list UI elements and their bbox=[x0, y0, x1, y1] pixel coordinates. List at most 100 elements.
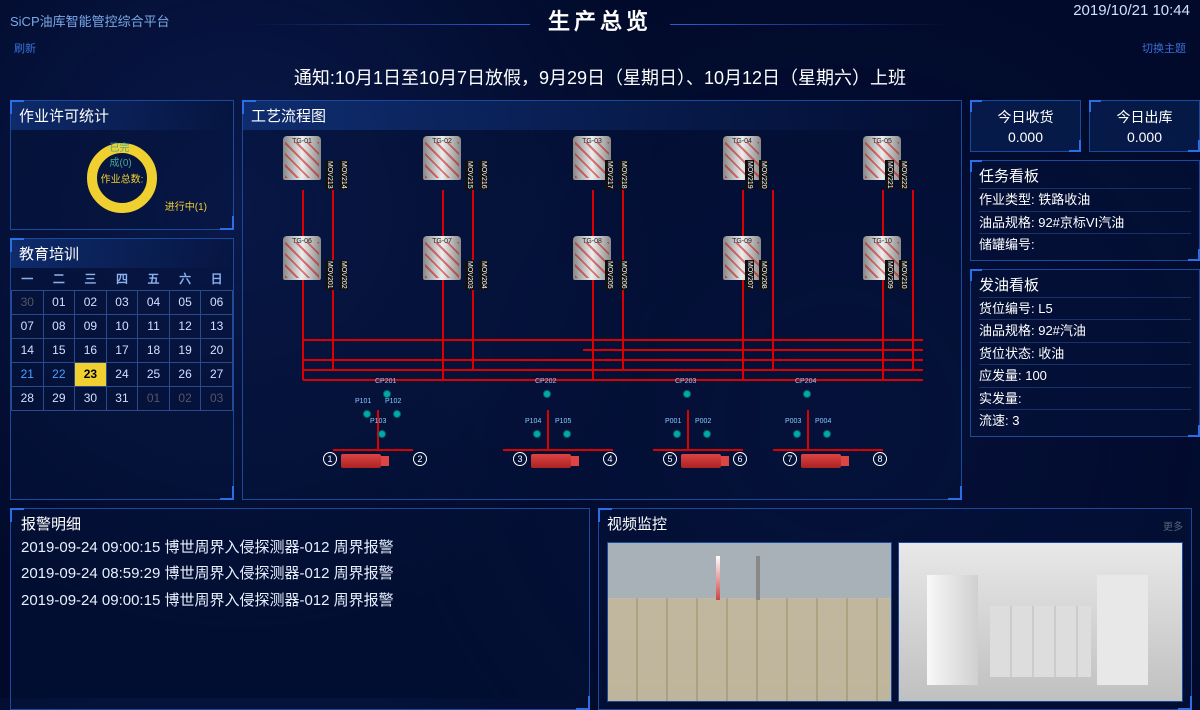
cal-day[interactable]: 03 bbox=[106, 290, 138, 314]
cal-day[interactable]: 24 bbox=[106, 362, 138, 386]
video-thumb-2[interactable] bbox=[898, 542, 1183, 702]
training-title: 教育培训 bbox=[11, 239, 233, 268]
valve-label: MOV210 bbox=[899, 260, 908, 290]
video-more-link[interactable]: 更多 bbox=[1163, 518, 1183, 533]
board-row: 实发量: bbox=[979, 387, 1191, 410]
board-row: 油品规格: 92#汽油 bbox=[979, 319, 1191, 342]
cal-day[interactable]: 01 bbox=[43, 290, 75, 314]
station-marker: 6 bbox=[733, 452, 747, 466]
pump-icon bbox=[533, 430, 541, 438]
station-marker: 8 bbox=[873, 452, 887, 466]
pump-label: P002 bbox=[695, 418, 711, 425]
pump-icon bbox=[378, 430, 386, 438]
kpi-in-value: 0.000 bbox=[971, 129, 1080, 145]
permit-done: 已完成(0) bbox=[110, 139, 135, 169]
valve-label: MOV201 bbox=[325, 260, 334, 290]
pump-label: P103 bbox=[370, 418, 386, 425]
cal-day[interactable]: 16 bbox=[75, 338, 107, 362]
dispatch-board: 发油看板 货位编号: L5油品规格: 92#汽油货位状态: 收油应发量: 100… bbox=[970, 269, 1200, 437]
valve-label: MOV221 bbox=[885, 160, 894, 190]
truck-icon bbox=[801, 454, 841, 468]
pump-label: CP202 bbox=[535, 378, 556, 385]
pump-icon bbox=[703, 430, 711, 438]
video-thumb-1[interactable] bbox=[607, 542, 892, 702]
pump-label: P003 bbox=[785, 418, 801, 425]
cal-day[interactable]: 31 bbox=[106, 386, 138, 410]
cal-day[interactable]: 22 bbox=[43, 362, 75, 386]
tank-icon: TG-01 bbox=[283, 136, 325, 192]
station-marker: 2 bbox=[413, 452, 427, 466]
cal-day[interactable]: 30 bbox=[75, 386, 107, 410]
cal-day[interactable]: 01 bbox=[138, 386, 170, 410]
cal-day[interactable]: 06 bbox=[201, 290, 233, 314]
cal-day[interactable]: 29 bbox=[43, 386, 75, 410]
cal-day[interactable]: 02 bbox=[169, 386, 201, 410]
pump-icon bbox=[363, 410, 371, 418]
kpi-in: 今日收货 0.000 bbox=[970, 100, 1081, 152]
cal-day[interactable]: 13 bbox=[201, 314, 233, 338]
calendar: 一二三四五六日300102030405060708091011121314151… bbox=[11, 268, 233, 411]
cal-day[interactable]: 14 bbox=[12, 338, 44, 362]
station-marker: 7 bbox=[783, 452, 797, 466]
task-board: 任务看板 作业类型: 铁路收油油品规格: 92#京标VI汽油储罐编号: bbox=[970, 160, 1200, 261]
cal-day[interactable]: 21 bbox=[12, 362, 44, 386]
cal-day[interactable]: 28 bbox=[12, 386, 44, 410]
cal-day[interactable]: 10 bbox=[106, 314, 138, 338]
pump-label: CP203 bbox=[675, 378, 696, 385]
pump-label: P001 bbox=[665, 418, 681, 425]
cal-day[interactable]: 08 bbox=[43, 314, 75, 338]
station-marker: 4 bbox=[603, 452, 617, 466]
cal-day[interactable]: 19 bbox=[169, 338, 201, 362]
theme-link[interactable]: 切换主题 bbox=[1142, 40, 1186, 58]
pump-label: CP201 bbox=[375, 378, 396, 385]
cal-day[interactable]: 26 bbox=[169, 362, 201, 386]
pump-label: P101 bbox=[355, 398, 371, 405]
alarm-item: 2019-09-24 09:00:15 博世周界入侵探测器-012 周界报警 bbox=[21, 538, 579, 558]
header: SiCP油库智能管控综合平台 生产总览 2019/10/21 10:44 bbox=[0, 0, 1200, 40]
cal-day[interactable]: 12 bbox=[169, 314, 201, 338]
cal-day[interactable]: 15 bbox=[43, 338, 75, 362]
cal-day[interactable]: 30 bbox=[12, 290, 44, 314]
alarm-panel: 报警明细 2019-09-24 09:00:15 博世周界入侵探测器-012 周… bbox=[10, 508, 590, 710]
valve-label: MOV219 bbox=[745, 160, 754, 190]
board-row: 储罐编号: bbox=[979, 233, 1191, 256]
valve-label: MOV213 bbox=[325, 160, 334, 190]
pump-icon bbox=[673, 430, 681, 438]
pump-label: P104 bbox=[525, 418, 541, 425]
permit-title: 作业许可统计 bbox=[11, 101, 233, 130]
kpi-in-title: 今日收货 bbox=[971, 107, 1080, 127]
page-title: 生产总览 bbox=[548, 4, 652, 36]
board-row: 应发量: 100 bbox=[979, 364, 1191, 387]
flow-title: 工艺流程图 bbox=[243, 101, 961, 130]
pump-icon bbox=[393, 410, 401, 418]
flow-panel: 工艺流程图 TG-01TG-02TG-03TG-04TG-05TG-06TG-0… bbox=[242, 100, 962, 500]
cal-day[interactable]: 17 bbox=[106, 338, 138, 362]
cal-day[interactable]: 02 bbox=[75, 290, 107, 314]
cal-day[interactable]: 05 bbox=[169, 290, 201, 314]
cal-day[interactable]: 07 bbox=[12, 314, 44, 338]
tank-icon: TG-07 bbox=[423, 236, 465, 292]
alarm-title: 报警明细 bbox=[21, 513, 579, 534]
cal-day[interactable]: 04 bbox=[138, 290, 170, 314]
valve-label: MOV208 bbox=[759, 260, 768, 290]
cal-day[interactable]: 03 bbox=[201, 386, 233, 410]
cal-weekday: 日 bbox=[201, 268, 233, 290]
cal-weekday: 六 bbox=[169, 268, 201, 290]
cal-day[interactable]: 18 bbox=[138, 338, 170, 362]
permit-total: 作业总数: bbox=[101, 171, 144, 186]
refresh-link[interactable]: 刷新 bbox=[14, 40, 36, 58]
board-row: 作业类型: 铁路收油 bbox=[979, 188, 1191, 211]
cal-day[interactable]: 11 bbox=[138, 314, 170, 338]
valve-label: MOV218 bbox=[619, 160, 628, 190]
valve-label: MOV205 bbox=[605, 260, 614, 290]
cal-day[interactable]: 27 bbox=[201, 362, 233, 386]
cal-weekday: 四 bbox=[106, 268, 138, 290]
cal-day[interactable]: 25 bbox=[138, 362, 170, 386]
cal-day[interactable]: 23 bbox=[75, 362, 107, 386]
video-title: 视频监控 bbox=[607, 513, 667, 534]
board-row: 货位状态: 收油 bbox=[979, 342, 1191, 365]
valve-label: MOV215 bbox=[465, 160, 474, 190]
cal-day[interactable]: 20 bbox=[201, 338, 233, 362]
pump-label: P004 bbox=[815, 418, 831, 425]
cal-day[interactable]: 09 bbox=[75, 314, 107, 338]
